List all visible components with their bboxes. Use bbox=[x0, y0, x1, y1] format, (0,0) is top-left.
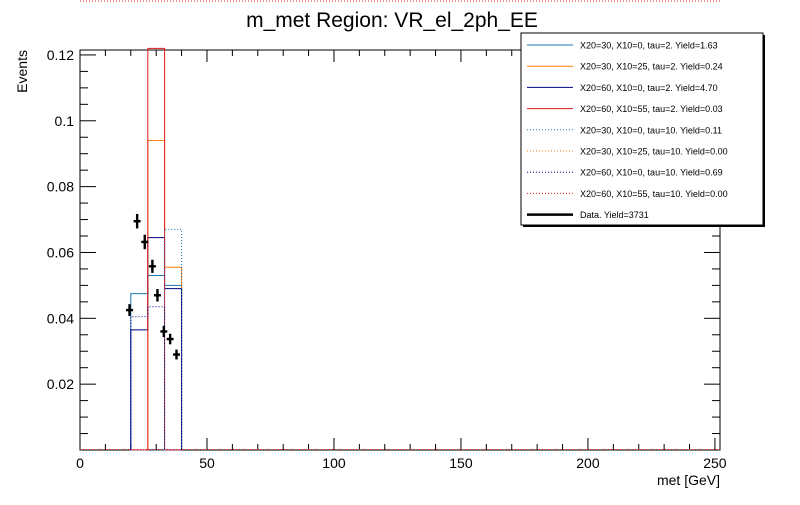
x-tick-label: 250 bbox=[703, 455, 727, 471]
x-tick-label: 200 bbox=[576, 455, 600, 471]
x-tick-label: 150 bbox=[449, 455, 473, 471]
y-tick-label: 0.02 bbox=[47, 376, 74, 392]
series-3-histogram bbox=[130, 47, 182, 451]
axes-box bbox=[79, 49, 721, 451]
series-4-histogram bbox=[130, 228, 183, 451]
legend-label-0: X20=30, X10=0, tau=2. Yield=1.63 bbox=[580, 41, 718, 51]
data-point-1 bbox=[135, 219, 139, 223]
legend-label-3: X20=60, X10=55, tau=2. Yield=0.03 bbox=[580, 104, 723, 114]
x-axis: 0 50 100 150 200 250 bbox=[76, 50, 727, 471]
legend-label-6: X20=60, X10=0, tau=10. Yield=0.69 bbox=[580, 168, 723, 178]
y-tick-label: 0.12 bbox=[47, 47, 74, 63]
legend-label-7: X20=60, X10=55, tau=10. Yield=0.00 bbox=[580, 189, 728, 199]
series-0-histogram bbox=[130, 275, 183, 450]
x-tick-label: 0 bbox=[76, 455, 84, 471]
data-point-7 bbox=[174, 352, 179, 357]
data-points-layer bbox=[126, 213, 181, 360]
legend-label-2: X20=60, X10=0, tau=2. Yield=4.70 bbox=[580, 83, 718, 93]
data-point-3 bbox=[150, 264, 155, 269]
series-6-histogram bbox=[130, 306, 182, 451]
x-tick-label: 50 bbox=[199, 455, 215, 471]
y-axis-label: Events bbox=[14, 50, 30, 93]
data-point-5 bbox=[162, 329, 166, 334]
legend-entries: X20=30, X10=0, tau=2. Yield=1.63 X20=30, … bbox=[527, 41, 728, 220]
series-layer bbox=[80, 47, 720, 451]
data-point-2 bbox=[142, 240, 147, 244]
y-axis: 0.02 0.04 0.06 0.08 0.1 0.12 bbox=[47, 47, 720, 435]
y-tick-label: 0.1 bbox=[55, 113, 75, 129]
legend: X20=30, X10=0, tau=2. Yield=1.63 X20=30, … bbox=[520, 32, 765, 227]
legend-label-8: Data. Yield=3731 bbox=[580, 210, 649, 220]
data-point-4 bbox=[155, 293, 160, 298]
legend-label-1: X20=30, X10=25, tau=2. Yield=0.24 bbox=[580, 62, 723, 72]
y-tick-label: 0.04 bbox=[47, 310, 74, 326]
legend-box bbox=[520, 32, 764, 226]
series-2-histogram bbox=[130, 237, 183, 450]
chart-title: m_met Region: VR_el_2ph_EE bbox=[246, 9, 538, 32]
legend-label-5: X20=30, X10=25, tau=10. Yield=0.00 bbox=[580, 147, 728, 157]
legend-label-4: X20=30, X10=0, tau=10. Yield=0.11 bbox=[580, 125, 722, 135]
x-tick-label: 100 bbox=[322, 455, 346, 471]
data-point-0 bbox=[127, 308, 132, 312]
data-point-6 bbox=[168, 337, 172, 341]
plot-frame bbox=[79, 49, 721, 451]
x-axis-label: met [GeV] bbox=[657, 472, 720, 488]
y-tick-label: 0.08 bbox=[47, 179, 74, 195]
y-tick-label: 0.06 bbox=[47, 244, 74, 260]
